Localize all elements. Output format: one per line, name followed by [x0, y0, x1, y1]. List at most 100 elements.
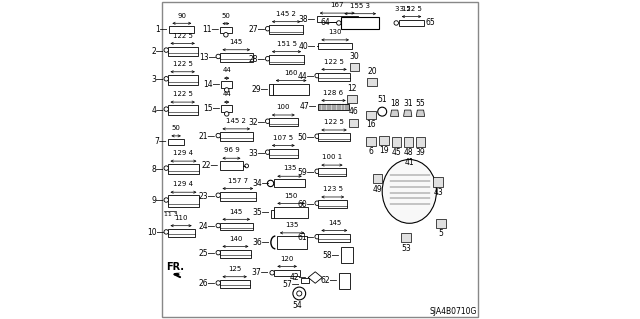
Text: 61—: 61— — [298, 233, 315, 242]
Text: 122 5: 122 5 — [173, 91, 193, 97]
Bar — [168, 105, 198, 115]
Bar — [221, 105, 232, 112]
Text: 44—: 44— — [298, 72, 315, 81]
Circle shape — [266, 26, 270, 31]
Circle shape — [268, 180, 274, 187]
Bar — [319, 168, 346, 176]
Circle shape — [216, 281, 220, 285]
Text: 110: 110 — [174, 215, 188, 221]
Circle shape — [270, 271, 275, 275]
Text: 1—: 1— — [156, 25, 168, 34]
Text: 24—: 24— — [199, 222, 216, 231]
Polygon shape — [308, 272, 322, 283]
Text: 145 2: 145 2 — [276, 11, 296, 17]
Text: 145 2: 145 2 — [227, 118, 246, 124]
Bar — [168, 47, 198, 56]
Text: 9—: 9— — [152, 197, 164, 205]
Text: 145: 145 — [230, 209, 243, 214]
Circle shape — [164, 107, 168, 111]
Circle shape — [164, 230, 168, 234]
Bar — [404, 137, 413, 147]
Text: 50: 50 — [172, 125, 180, 131]
Text: 23—: 23— — [199, 192, 216, 201]
Text: 65: 65 — [426, 19, 436, 27]
Bar — [319, 200, 347, 208]
Text: 122 5: 122 5 — [324, 59, 344, 64]
Text: 51: 51 — [378, 95, 387, 104]
Bar — [416, 137, 425, 147]
Polygon shape — [349, 63, 359, 71]
Text: 22—: 22— — [202, 161, 219, 170]
Circle shape — [293, 287, 306, 300]
Text: 128 6: 128 6 — [323, 90, 344, 96]
Bar — [433, 177, 443, 187]
Text: 145: 145 — [328, 220, 341, 226]
Bar — [220, 132, 253, 141]
Text: 50—: 50— — [298, 133, 315, 142]
Text: 48: 48 — [404, 148, 413, 157]
Bar — [275, 207, 308, 218]
Text: 47—: 47— — [300, 102, 317, 111]
Text: 27—: 27— — [248, 25, 266, 34]
Bar — [372, 174, 382, 183]
Bar — [275, 179, 305, 188]
Text: 14—: 14— — [204, 80, 220, 89]
Circle shape — [315, 134, 319, 138]
Bar — [273, 84, 310, 95]
Text: 8—: 8— — [152, 165, 164, 174]
Text: 167: 167 — [330, 2, 344, 8]
Text: 4—: 4— — [152, 106, 164, 115]
Text: 21—: 21— — [199, 132, 216, 141]
Bar — [277, 236, 307, 249]
Text: 59—: 59— — [298, 168, 315, 177]
Text: 20: 20 — [367, 67, 377, 76]
Bar — [399, 20, 424, 26]
Text: 11—: 11— — [202, 25, 219, 34]
Circle shape — [164, 198, 168, 202]
Circle shape — [164, 48, 168, 52]
Bar — [220, 192, 256, 201]
Bar — [319, 234, 350, 242]
Bar — [271, 210, 275, 218]
Text: 100 1: 100 1 — [322, 154, 342, 160]
Circle shape — [223, 33, 228, 37]
Circle shape — [216, 193, 220, 197]
Text: 145: 145 — [230, 39, 243, 45]
Text: 42—: 42— — [290, 273, 307, 282]
Polygon shape — [404, 110, 412, 116]
Bar — [269, 25, 303, 34]
Circle shape — [216, 250, 220, 255]
Text: 53: 53 — [401, 244, 411, 253]
Text: 37—: 37— — [252, 268, 269, 277]
Text: 107 5: 107 5 — [273, 135, 293, 141]
Text: 44: 44 — [222, 67, 231, 73]
Polygon shape — [347, 95, 356, 103]
Bar — [220, 27, 232, 33]
Text: 58—: 58— — [323, 251, 340, 260]
Bar — [366, 111, 376, 119]
Text: 33—: 33— — [248, 149, 266, 158]
Text: 13—: 13— — [199, 53, 216, 62]
Bar — [319, 133, 349, 141]
Text: 64—: 64— — [320, 19, 337, 27]
Circle shape — [394, 21, 399, 25]
Text: 44: 44 — [222, 91, 231, 97]
Text: 129 4: 129 4 — [173, 182, 193, 188]
Text: 36—: 36— — [252, 238, 269, 247]
Text: 5: 5 — [439, 229, 444, 238]
Text: 60—: 60— — [298, 200, 315, 209]
Text: 157 7: 157 7 — [228, 178, 248, 184]
Bar — [170, 26, 195, 33]
Text: 49: 49 — [372, 185, 382, 194]
Text: 3—: 3— — [152, 75, 164, 84]
Text: 19: 19 — [379, 146, 388, 155]
Bar — [269, 55, 304, 64]
Text: 50: 50 — [221, 13, 230, 19]
Circle shape — [378, 107, 387, 116]
Circle shape — [315, 169, 319, 174]
Text: 38—: 38— — [298, 15, 316, 24]
Circle shape — [216, 223, 220, 228]
Bar — [220, 223, 253, 230]
Text: 130: 130 — [328, 29, 342, 35]
Bar — [221, 81, 232, 88]
